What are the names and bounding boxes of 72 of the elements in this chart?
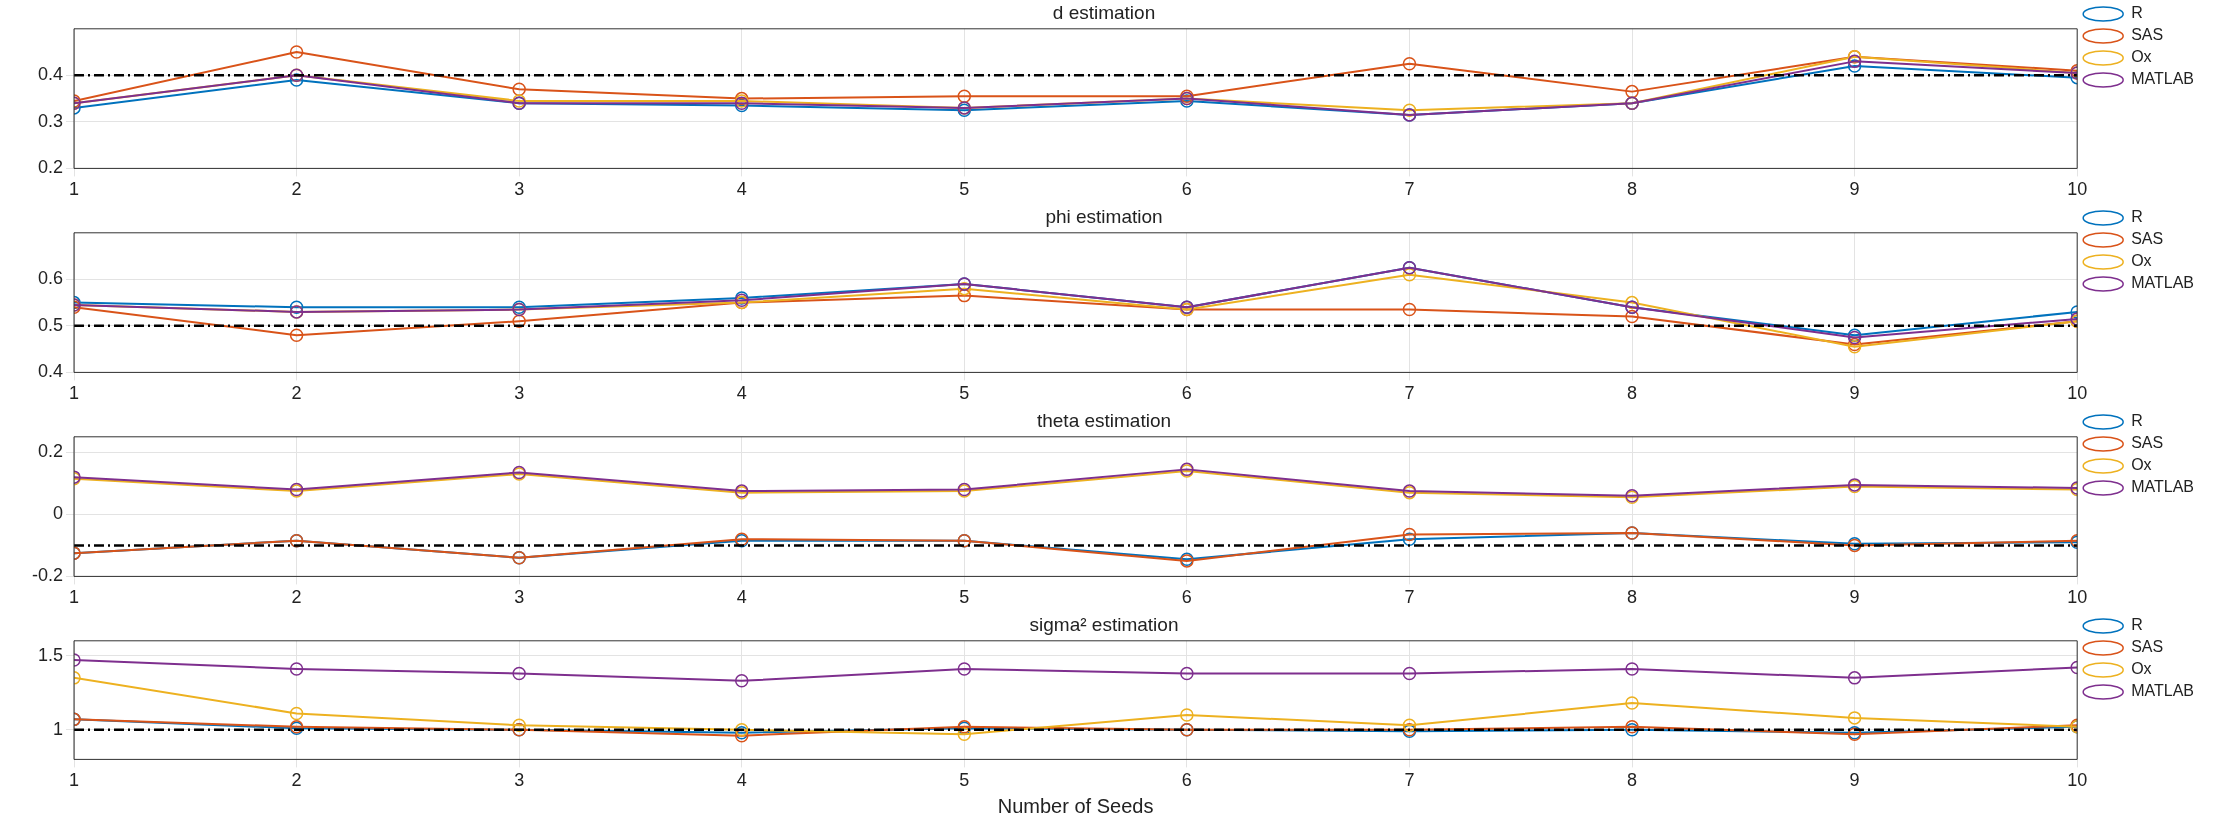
legend-label: R <box>2131 412 2143 430</box>
x-tick-label: 2 <box>291 383 302 404</box>
x-tick-label: 6 <box>1181 587 1192 608</box>
x-tick-label: 9 <box>1849 587 1860 608</box>
x-tick-label: 7 <box>1404 179 1415 200</box>
y-tick-label: 1 <box>52 718 63 739</box>
x-tick-label: 5 <box>959 179 970 200</box>
y-tick-label: 0.4 <box>37 64 63 85</box>
legend-label: MATLAB <box>2131 70 2194 88</box>
legend-label: Ox <box>2131 660 2152 678</box>
x-tick-label: 1 <box>68 770 80 791</box>
x-tick-label: 6 <box>1181 179 1192 200</box>
x-tick-label: 7 <box>1404 587 1415 608</box>
legend-label: SAS <box>2131 434 2164 452</box>
y-tick-label: 0.5 <box>37 314 63 335</box>
legend-label: Ox <box>2131 252 2152 270</box>
legend-label: Ox <box>2131 48 2152 66</box>
y-tick-label: 1.5 <box>37 644 63 665</box>
chart-title: d estimation <box>1052 1 1156 23</box>
y-tick-label: 0.2 <box>37 157 63 178</box>
chart-title: sigma² estimation <box>1029 613 1179 635</box>
legend-label: SAS <box>2131 638 2164 656</box>
x-tick-label: 7 <box>1404 383 1415 404</box>
legend-label: SAS <box>2131 230 2164 248</box>
x-tick-label: 2 <box>291 587 302 608</box>
x-tick-label: 9 <box>1849 179 1860 200</box>
y-tick-label: 0 <box>52 503 63 524</box>
x-tick-label: 3 <box>514 179 525 200</box>
y-tick-label: 0.4 <box>37 361 63 382</box>
x-tick-label: 6 <box>1181 770 1192 791</box>
x-tick-label: 3 <box>514 770 525 791</box>
y-tick-label: -0.2 <box>31 565 63 586</box>
legend-label: R <box>2131 208 2143 226</box>
x-tick-label: 1 <box>68 383 80 404</box>
x-tick-label: 5 <box>959 383 970 404</box>
x-tick-label: 1 <box>68 179 80 200</box>
x-tick-label: 4 <box>736 179 747 200</box>
x-tick-label: 10 <box>2067 770 2088 791</box>
y-tick-label: 0.2 <box>37 441 63 462</box>
x-tick-label: 3 <box>514 383 525 404</box>
x-tick-label: 2 <box>291 179 302 200</box>
x-tick-label: 4 <box>736 383 747 404</box>
legend-label: MATLAB <box>2131 682 2194 700</box>
x-tick-label: 9 <box>1849 383 1860 404</box>
x-tick-label: 8 <box>1627 383 1638 404</box>
x-tick-label: 5 <box>959 587 970 608</box>
legend-label: SAS <box>2131 26 2164 44</box>
x-tick-label: 6 <box>1181 383 1192 404</box>
x-tick-label: 7 <box>1404 770 1415 791</box>
x-tick-label: 1 <box>68 587 80 608</box>
x-tick-label: 9 <box>1849 770 1860 791</box>
x-tick-label: 3 <box>514 587 525 608</box>
x-tick-label: 10 <box>2067 179 2088 200</box>
legend-label: Ox <box>2131 456 2152 474</box>
x-tick-label: 8 <box>1627 179 1638 200</box>
legend-label: R <box>2131 4 2143 22</box>
x-axis-title: Number of Seeds <box>997 794 1154 817</box>
x-tick-label: 8 <box>1627 587 1638 608</box>
x-tick-label: 4 <box>736 770 747 791</box>
y-tick-label: 0.3 <box>37 110 63 131</box>
chart-title: theta estimation <box>1036 409 1172 431</box>
x-tick-label: 5 <box>959 770 970 791</box>
x-tick-label: 4 <box>736 587 747 608</box>
x-tick-label: 10 <box>2067 383 2088 404</box>
legend-label: MATLAB <box>2131 478 2194 496</box>
y-tick-label: 0.6 <box>37 268 63 289</box>
x-tick-label: 2 <box>291 770 302 791</box>
legend-label: R <box>2131 616 2143 634</box>
x-tick-label: 8 <box>1627 770 1638 791</box>
chart-title: phi estimation <box>1045 205 1163 227</box>
legend-label: MATLAB <box>2131 274 2194 292</box>
x-tick-label: 10 <box>2067 587 2088 608</box>
